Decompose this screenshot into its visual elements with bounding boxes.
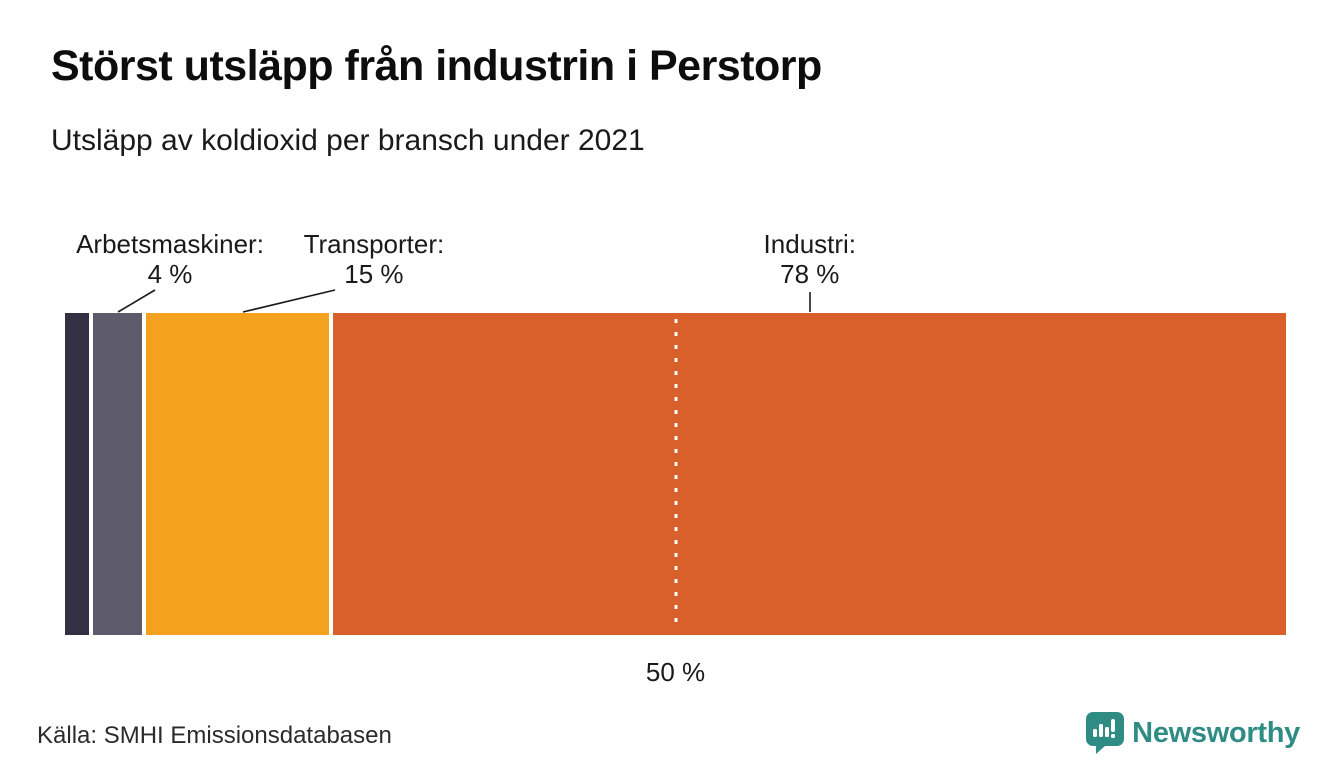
newsworthy-speech-bubble-bar-chart-icon (1086, 712, 1125, 754)
chart-title: Störst utsläpp från industrin i Perstorp (51, 42, 822, 90)
annotation-label: Transporter: (303, 229, 445, 259)
leader-line-transporter (242, 289, 336, 313)
bar-segment-arbetsmaskiner (93, 313, 143, 635)
annotation-layer: Arbetsmaskiner: 4 % Transporter: 15 % In… (65, 229, 1286, 313)
annotation-arbetsmaskiner: Arbetsmaskiner: 4 % (76, 229, 264, 290)
bar-segment-unlabeled (65, 313, 90, 635)
tick-label-50pct: 50 % (645, 657, 706, 687)
annotation-value: 4 % (147, 258, 193, 289)
annotation-label: Industri: (763, 229, 857, 259)
annotation-transporter: Transporter: 15 % (303, 229, 445, 290)
source-text: Källa: SMHI Emissionsdatabasen (37, 722, 392, 749)
bar-segment-transporter (146, 313, 330, 635)
annotation-value: 15 % (344, 258, 404, 289)
reference-line-50pct (674, 319, 677, 629)
brand-logo: Newsworthy (1086, 712, 1300, 754)
annotation-value: 78 % (780, 258, 840, 289)
annotation-label: Arbetsmaskiner: (76, 229, 264, 259)
bar-segment-industri (333, 313, 1286, 635)
chart-area: Arbetsmaskiner: 4 % Transporter: 15 % In… (65, 229, 1286, 687)
annotation-industri: Industri: 78 % (763, 229, 857, 290)
brand-wordmark: Newsworthy (1132, 716, 1300, 749)
leader-line-arbetsmaskiner (117, 289, 156, 313)
chart-subtitle: Utsläpp av koldioxid per bransch under 2… (51, 124, 645, 157)
leader-lines (117, 289, 811, 313)
